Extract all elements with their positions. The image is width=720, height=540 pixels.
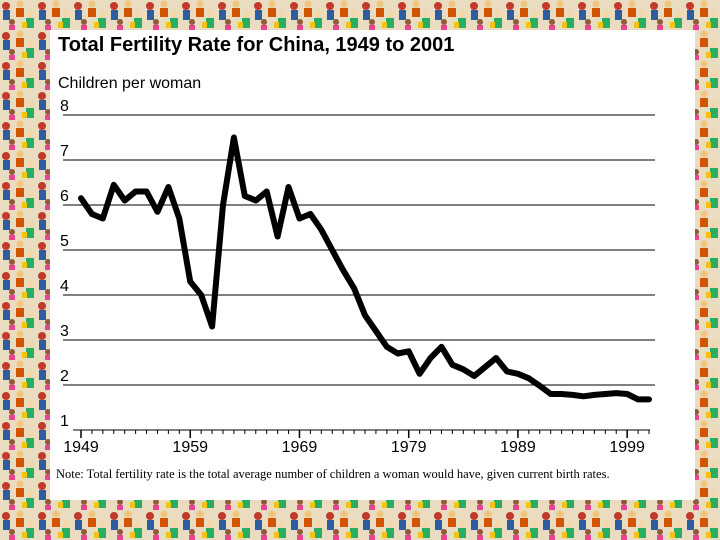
data-point [375,330,377,332]
data-point [572,394,573,396]
data-point [167,186,169,188]
y-tick-label-7: 7 [60,143,69,160]
data-point [484,366,486,368]
chart-note: Note: Total fertility rate is the total … [56,467,610,481]
data-point [517,373,519,375]
y-tick-label-5: 5 [60,233,69,250]
y-tick-label-8: 8 [60,98,69,115]
data-point [331,249,333,251]
data-point [91,213,93,215]
x-tick-label-1949: 1949 [63,439,99,456]
data-point [506,371,508,372]
data-point [342,269,344,271]
data-point [648,398,650,400]
y-tick-label-6: 6 [60,188,69,205]
data-point [178,218,180,219]
y-tick-label-2: 2 [60,368,69,385]
data-point [528,377,530,379]
data-point [430,357,431,359]
data-point [266,191,268,192]
data-point [561,393,563,395]
data-point [550,393,552,395]
data-point [189,281,191,282]
data-point [80,197,82,199]
x-tick-label-1969: 1969 [282,439,318,456]
series-line-0 [78,134,652,403]
chart-panel: Total Fertility Rate for China, 1949 to … [50,30,695,500]
data-point [441,346,442,348]
data-point [637,398,639,400]
data-point [615,392,617,394]
data-point [255,200,257,201]
y-tick-label-3: 3 [60,323,69,340]
chart-title: Total Fertility Rate for China, 1949 to … [58,34,455,56]
data-point [583,395,584,397]
data-point [397,353,399,354]
data-point [299,218,300,219]
data-point [288,186,289,188]
data-point [102,218,104,219]
x-tick-label-1979: 1979 [391,439,427,456]
data-point [200,294,202,296]
data-point [386,346,388,348]
data-point [277,236,279,237]
x-tick-label-1989: 1989 [500,439,536,456]
data-point [408,350,410,352]
data-point [233,137,235,138]
data-point [462,368,464,370]
data-point [364,314,366,316]
data-point [309,213,311,215]
data-point [353,287,355,289]
y-tick-label-1: 1 [60,413,69,430]
y-tick-label-4: 4 [60,278,69,295]
data-point [419,373,421,375]
data-point [135,191,137,192]
data-point [604,393,606,395]
x-tick-label-1999: 1999 [609,439,645,456]
data-point [146,191,147,192]
data-point [473,375,475,377]
data-point [113,184,115,186]
data-point [157,211,158,213]
data-point [451,364,453,366]
data-point [495,357,497,359]
data-point [539,385,541,387]
data-point [626,393,628,395]
data-point [244,195,246,197]
y-axis-label: Children per woman [58,75,202,92]
x-tick-label-1959: 1959 [172,439,208,456]
fertility-line-chart: 1 2 3 4 5 6 7 8 1949 1959 1969 1979 1989 1999 [60,98,655,456]
data-point [222,204,224,206]
data-point [211,326,213,327]
data-point [593,394,595,396]
data-point [320,229,322,231]
data-point [124,200,126,201]
